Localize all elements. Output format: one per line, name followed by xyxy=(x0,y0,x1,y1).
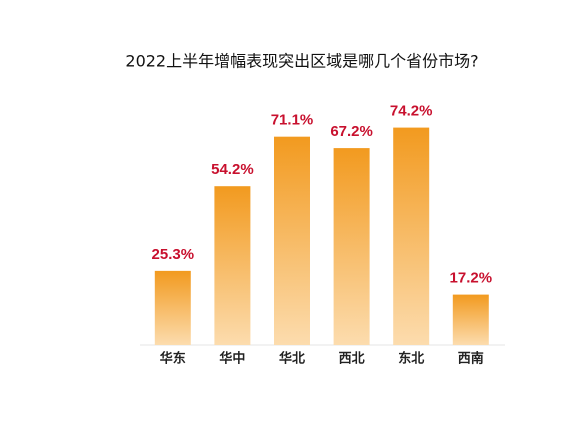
value-label: 67.2% xyxy=(330,123,373,140)
x-tick-label: 华东 xyxy=(160,351,186,367)
bar xyxy=(333,148,370,345)
chart-title: 2022上半年增幅表现突出区域是哪几个省份市场? xyxy=(125,52,478,71)
value-label: 25.3% xyxy=(152,246,195,263)
value-label: 17.2% xyxy=(450,270,493,287)
value-label: 71.1% xyxy=(271,112,314,129)
bar xyxy=(274,136,310,345)
value-label: 54.2% xyxy=(211,161,254,178)
bar xyxy=(214,186,251,345)
bar xyxy=(452,294,489,345)
x-tick-label: 东北 xyxy=(398,351,424,367)
bar xyxy=(154,270,191,345)
x-tick-label: 西北 xyxy=(339,352,365,367)
x-tick-label: 华北 xyxy=(279,351,305,367)
x-tick-label: 西南 xyxy=(458,351,484,367)
bar xyxy=(393,127,430,346)
x-tick-label: 华中 xyxy=(219,351,245,367)
value-label: 74.2% xyxy=(390,103,433,120)
